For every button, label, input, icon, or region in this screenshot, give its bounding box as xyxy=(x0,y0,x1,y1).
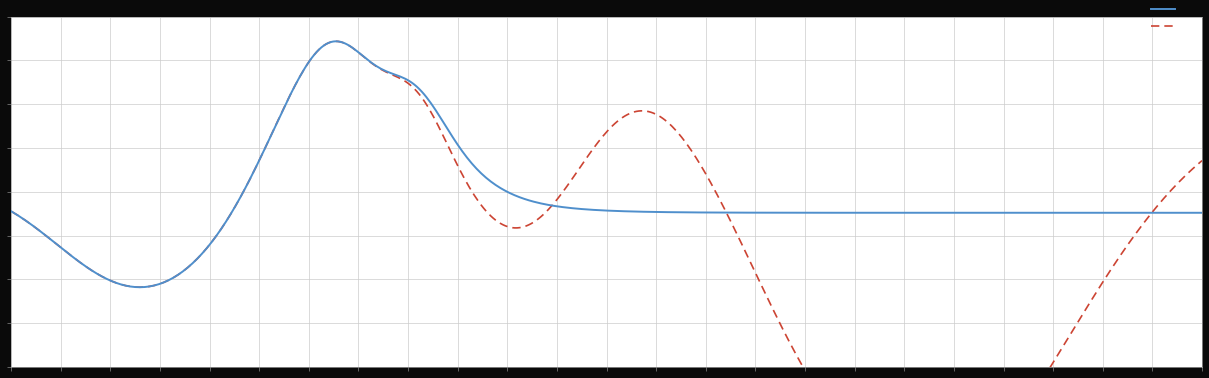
Legend: , : , xyxy=(1151,4,1182,32)
